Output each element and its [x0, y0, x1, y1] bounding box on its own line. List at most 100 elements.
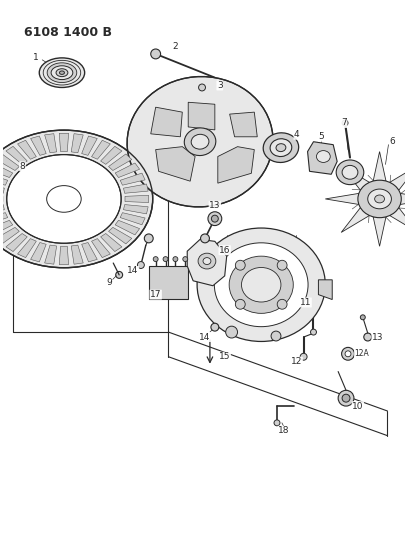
Polygon shape — [230, 112, 257, 137]
Ellipse shape — [0, 130, 153, 268]
Circle shape — [201, 234, 209, 243]
Circle shape — [116, 271, 123, 278]
Text: 6108 1400 B: 6108 1400 B — [24, 26, 113, 39]
Circle shape — [153, 256, 158, 262]
Polygon shape — [18, 239, 36, 257]
Text: 12A: 12A — [355, 349, 369, 358]
Text: 18: 18 — [278, 426, 290, 435]
Polygon shape — [115, 220, 140, 235]
Polygon shape — [0, 195, 3, 203]
Ellipse shape — [229, 256, 293, 313]
Polygon shape — [341, 165, 370, 190]
Ellipse shape — [270, 139, 292, 157]
Ellipse shape — [375, 195, 384, 203]
Polygon shape — [149, 266, 188, 298]
Circle shape — [271, 331, 281, 341]
Polygon shape — [6, 147, 27, 164]
Circle shape — [342, 120, 348, 126]
Polygon shape — [156, 147, 195, 181]
Ellipse shape — [263, 133, 299, 163]
Circle shape — [310, 329, 317, 335]
Polygon shape — [44, 245, 57, 264]
Ellipse shape — [47, 185, 81, 212]
Polygon shape — [91, 140, 110, 159]
Polygon shape — [120, 173, 145, 185]
Circle shape — [183, 256, 188, 262]
Ellipse shape — [47, 63, 77, 83]
Polygon shape — [390, 165, 408, 190]
Ellipse shape — [368, 189, 391, 209]
Text: 9: 9 — [106, 278, 112, 287]
Text: 13: 13 — [209, 201, 221, 211]
Circle shape — [235, 260, 245, 270]
Polygon shape — [0, 220, 13, 235]
Circle shape — [137, 262, 144, 269]
Circle shape — [226, 326, 237, 338]
Polygon shape — [71, 134, 83, 153]
Polygon shape — [91, 239, 110, 257]
Circle shape — [277, 300, 287, 309]
Polygon shape — [0, 184, 4, 193]
Text: 8: 8 — [20, 162, 25, 171]
Circle shape — [144, 234, 153, 243]
Ellipse shape — [198, 253, 216, 269]
Text: 5: 5 — [319, 132, 324, 141]
Circle shape — [345, 351, 351, 357]
Ellipse shape — [342, 165, 358, 179]
Ellipse shape — [51, 66, 73, 79]
Polygon shape — [0, 205, 4, 214]
Ellipse shape — [7, 155, 121, 243]
Polygon shape — [151, 107, 182, 137]
Polygon shape — [0, 173, 8, 185]
Text: 6: 6 — [390, 137, 395, 146]
Text: 1: 1 — [33, 53, 39, 62]
Ellipse shape — [276, 144, 286, 151]
Ellipse shape — [127, 77, 273, 207]
Text: 10: 10 — [352, 401, 364, 410]
Polygon shape — [218, 147, 254, 183]
Polygon shape — [109, 228, 132, 244]
Ellipse shape — [56, 69, 68, 77]
Ellipse shape — [191, 134, 209, 149]
Polygon shape — [109, 154, 132, 171]
Polygon shape — [325, 193, 359, 205]
Polygon shape — [59, 133, 69, 151]
Polygon shape — [373, 217, 386, 246]
Polygon shape — [59, 246, 69, 264]
Polygon shape — [6, 233, 27, 252]
Polygon shape — [101, 147, 122, 164]
Polygon shape — [101, 233, 122, 252]
Polygon shape — [18, 140, 36, 159]
Ellipse shape — [39, 58, 84, 87]
Ellipse shape — [60, 71, 64, 75]
Ellipse shape — [197, 228, 325, 342]
Circle shape — [208, 212, 222, 225]
Polygon shape — [44, 134, 57, 153]
Polygon shape — [82, 136, 97, 155]
Circle shape — [342, 394, 350, 402]
Text: 4: 4 — [294, 130, 299, 139]
Polygon shape — [115, 163, 140, 177]
Polygon shape — [124, 205, 148, 214]
Ellipse shape — [214, 243, 308, 327]
Polygon shape — [0, 213, 8, 225]
Circle shape — [277, 260, 287, 270]
Polygon shape — [125, 195, 149, 203]
Circle shape — [163, 256, 168, 262]
Polygon shape — [308, 142, 337, 174]
Text: 14: 14 — [199, 333, 211, 342]
Text: 12: 12 — [291, 357, 302, 366]
Ellipse shape — [358, 180, 401, 217]
Circle shape — [300, 353, 307, 360]
Polygon shape — [31, 243, 46, 262]
Ellipse shape — [242, 268, 281, 302]
Circle shape — [235, 300, 245, 309]
Polygon shape — [341, 208, 370, 232]
Circle shape — [173, 256, 178, 262]
Text: 2: 2 — [173, 42, 178, 51]
Text: 13: 13 — [372, 333, 384, 342]
Ellipse shape — [317, 151, 330, 163]
Polygon shape — [124, 184, 148, 193]
Circle shape — [341, 348, 355, 360]
Ellipse shape — [184, 128, 216, 156]
